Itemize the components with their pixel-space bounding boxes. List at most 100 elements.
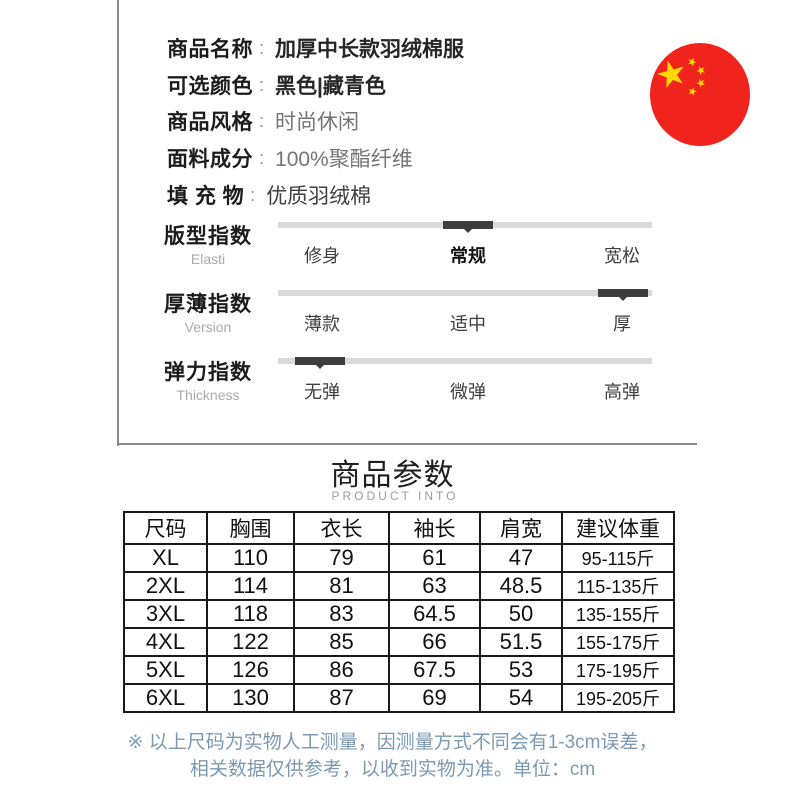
info-label: 面料成分 <box>167 148 253 171</box>
info-colon: : <box>259 37 265 58</box>
slider-stretch-index: 弹力指数 Thickness 无弹 微弹 高弹 <box>0 354 800 414</box>
size-table-cell: 126 <box>206 655 295 685</box>
size-table-cell: 53 <box>479 655 563 685</box>
size-table-cell: 85 <box>293 627 390 657</box>
size-table-row: 3XL 118 83 64.5 50 135-155斤 <box>123 599 675 629</box>
info-colon: : <box>259 74 265 95</box>
slider-thumb <box>295 357 345 369</box>
size-table-cell: 122 <box>206 627 295 657</box>
slider-title-block: 厚薄指数 Version <box>128 292 288 336</box>
info-value: 100%聚酯纤维 <box>275 148 413 171</box>
slider-option-label: 薄款 <box>304 314 340 334</box>
slider-thumb-arrow-icon <box>618 296 628 301</box>
slider-track <box>278 289 652 301</box>
slider-title-block: 弹力指数 Thickness <box>128 360 288 404</box>
info-value: 优质羽绒棉 <box>266 185 372 208</box>
info-label: 填 充 物 <box>167 185 245 208</box>
slider-option-label: 适中 <box>450 314 486 334</box>
measurement-note: ※ 以上尺码为实物人工测量，因测量方式不同会有1-3cm误差， 相关数据仅供参考… <box>0 729 785 783</box>
size-table-cell: 155-175斤 <box>561 627 675 657</box>
slider-subtitle: Version <box>184 319 232 335</box>
size-table-cell: 3XL <box>123 599 208 629</box>
info-row-colors: 可选颜色: 黑色|藏青色 <box>167 71 386 99</box>
size-table-cell: 67.5 <box>388 655 481 685</box>
slider-subtitle: Elasti <box>190 251 226 267</box>
size-table-cell: 83 <box>293 599 390 629</box>
size-table-header: 袖长 <box>388 511 481 545</box>
slider-thickness-index: 厚薄指数 Version 薄款 适中 厚 <box>0 286 800 346</box>
slider-subtitle: Thickness <box>176 387 240 403</box>
size-table-header-row: 尺码 胸围 衣长 袖长 肩宽 建议体重 <box>123 511 675 545</box>
measurement-note-line2: 相关数据仅供参考，以收到实物为准。单位：cm <box>189 759 596 780</box>
size-table-header: 肩宽 <box>479 511 563 545</box>
size-table-cell: 81 <box>293 571 390 601</box>
slider-title: 版型指数 <box>164 225 252 248</box>
size-table-cell: 130 <box>206 683 295 713</box>
size-table-cell: 5XL <box>123 655 208 685</box>
frame-left-line <box>117 0 119 446</box>
info-colon: : <box>259 147 265 168</box>
slider-option-label-selected: 常规 <box>450 246 486 266</box>
section-title: 商品参数 <box>330 459 455 492</box>
size-table-cell: 4XL <box>123 627 208 657</box>
size-table-cell: 87 <box>293 683 390 713</box>
size-table-row: 2XL 114 81 63 48.5 115-135斤 <box>123 571 675 601</box>
size-table-cell: 79 <box>293 543 390 573</box>
size-table-cell: 66 <box>388 627 481 657</box>
slider-option-label: 高弹 <box>604 382 640 402</box>
size-table-header: 胸围 <box>206 511 295 545</box>
info-label: 商品风格 <box>167 111 253 134</box>
slider-thumb <box>443 221 493 233</box>
size-table-cell: 195-205斤 <box>561 683 675 713</box>
size-table-cell: XL <box>123 543 208 573</box>
slider-option-label: 修身 <box>304 246 340 266</box>
size-table-row: 4XL 122 85 66 51.5 155-175斤 <box>123 627 675 657</box>
info-label: 商品名称 <box>167 38 253 61</box>
size-table-row: 6XL 130 87 69 54 195-205斤 <box>123 683 675 713</box>
size-table-row: XL 110 79 61 47 95-115斤 <box>123 543 675 573</box>
slider-title: 厚薄指数 <box>164 293 252 316</box>
china-flag-icon <box>650 43 750 146</box>
slider-title: 弹力指数 <box>164 361 252 384</box>
size-table-header: 尺码 <box>123 511 208 545</box>
slider-thumb <box>598 289 648 301</box>
size-table-cell: 54 <box>479 683 563 713</box>
info-row-name: 商品名称: 加厚中长款羽绒棉服 <box>167 34 464 62</box>
size-table-row: 5XL 126 86 67.5 53 175-195斤 <box>123 655 675 685</box>
info-value: 时尚休闲 <box>275 111 360 134</box>
info-value: 黑色|藏青色 <box>275 75 386 98</box>
size-table-cell: 2XL <box>123 571 208 601</box>
size-table-cell: 110 <box>206 543 295 573</box>
info-row-filling: 填 充 物: 优质羽绒棉 <box>167 181 371 209</box>
measurement-note-line1: ※ 以上尺码为实物人工测量，因测量方式不同会有1-3cm误差， <box>127 732 658 753</box>
info-value: 加厚中长款羽绒棉服 <box>275 38 465 61</box>
size-table-cell: 6XL <box>123 683 208 713</box>
info-label: 可选颜色 <box>167 75 253 98</box>
section-subtitle: PRODUCT INTO <box>331 489 459 503</box>
size-table-cell: 50 <box>479 599 563 629</box>
size-table-cell: 47 <box>479 543 563 573</box>
size-table-cell: 63 <box>388 571 481 601</box>
slider-track <box>278 221 652 233</box>
info-colon: : <box>250 184 256 205</box>
size-table-cell: 135-155斤 <box>561 599 675 629</box>
slider-option-label: 宽松 <box>604 246 640 266</box>
size-table: 尺码 胸围 衣长 袖长 肩宽 建议体重 XL 110 79 61 47 95-1… <box>123 511 675 713</box>
slider-thumb-arrow-icon <box>463 228 473 233</box>
size-table-cell: 61 <box>388 543 481 573</box>
size-table-cell: 118 <box>206 599 295 629</box>
size-table-cell: 51.5 <box>479 627 563 657</box>
slider-title-block: 版型指数 Elasti <box>128 224 288 268</box>
size-table-cell: 48.5 <box>479 571 563 601</box>
section-divider-line <box>117 443 697 445</box>
info-colon: : <box>259 110 265 131</box>
slider-option-label-selected: 厚 <box>613 314 631 334</box>
size-table-cell: 95-115斤 <box>561 543 675 573</box>
size-table-cell: 69 <box>388 683 481 713</box>
size-table-header: 衣长 <box>293 511 390 545</box>
size-table-header: 建议体重 <box>561 511 675 545</box>
slider-option-label-selected: 无弹 <box>304 382 340 402</box>
slider-fit-index: 版型指数 Elasti 修身 常规 宽松 <box>0 218 800 278</box>
slider-option-label: 微弹 <box>450 382 486 402</box>
